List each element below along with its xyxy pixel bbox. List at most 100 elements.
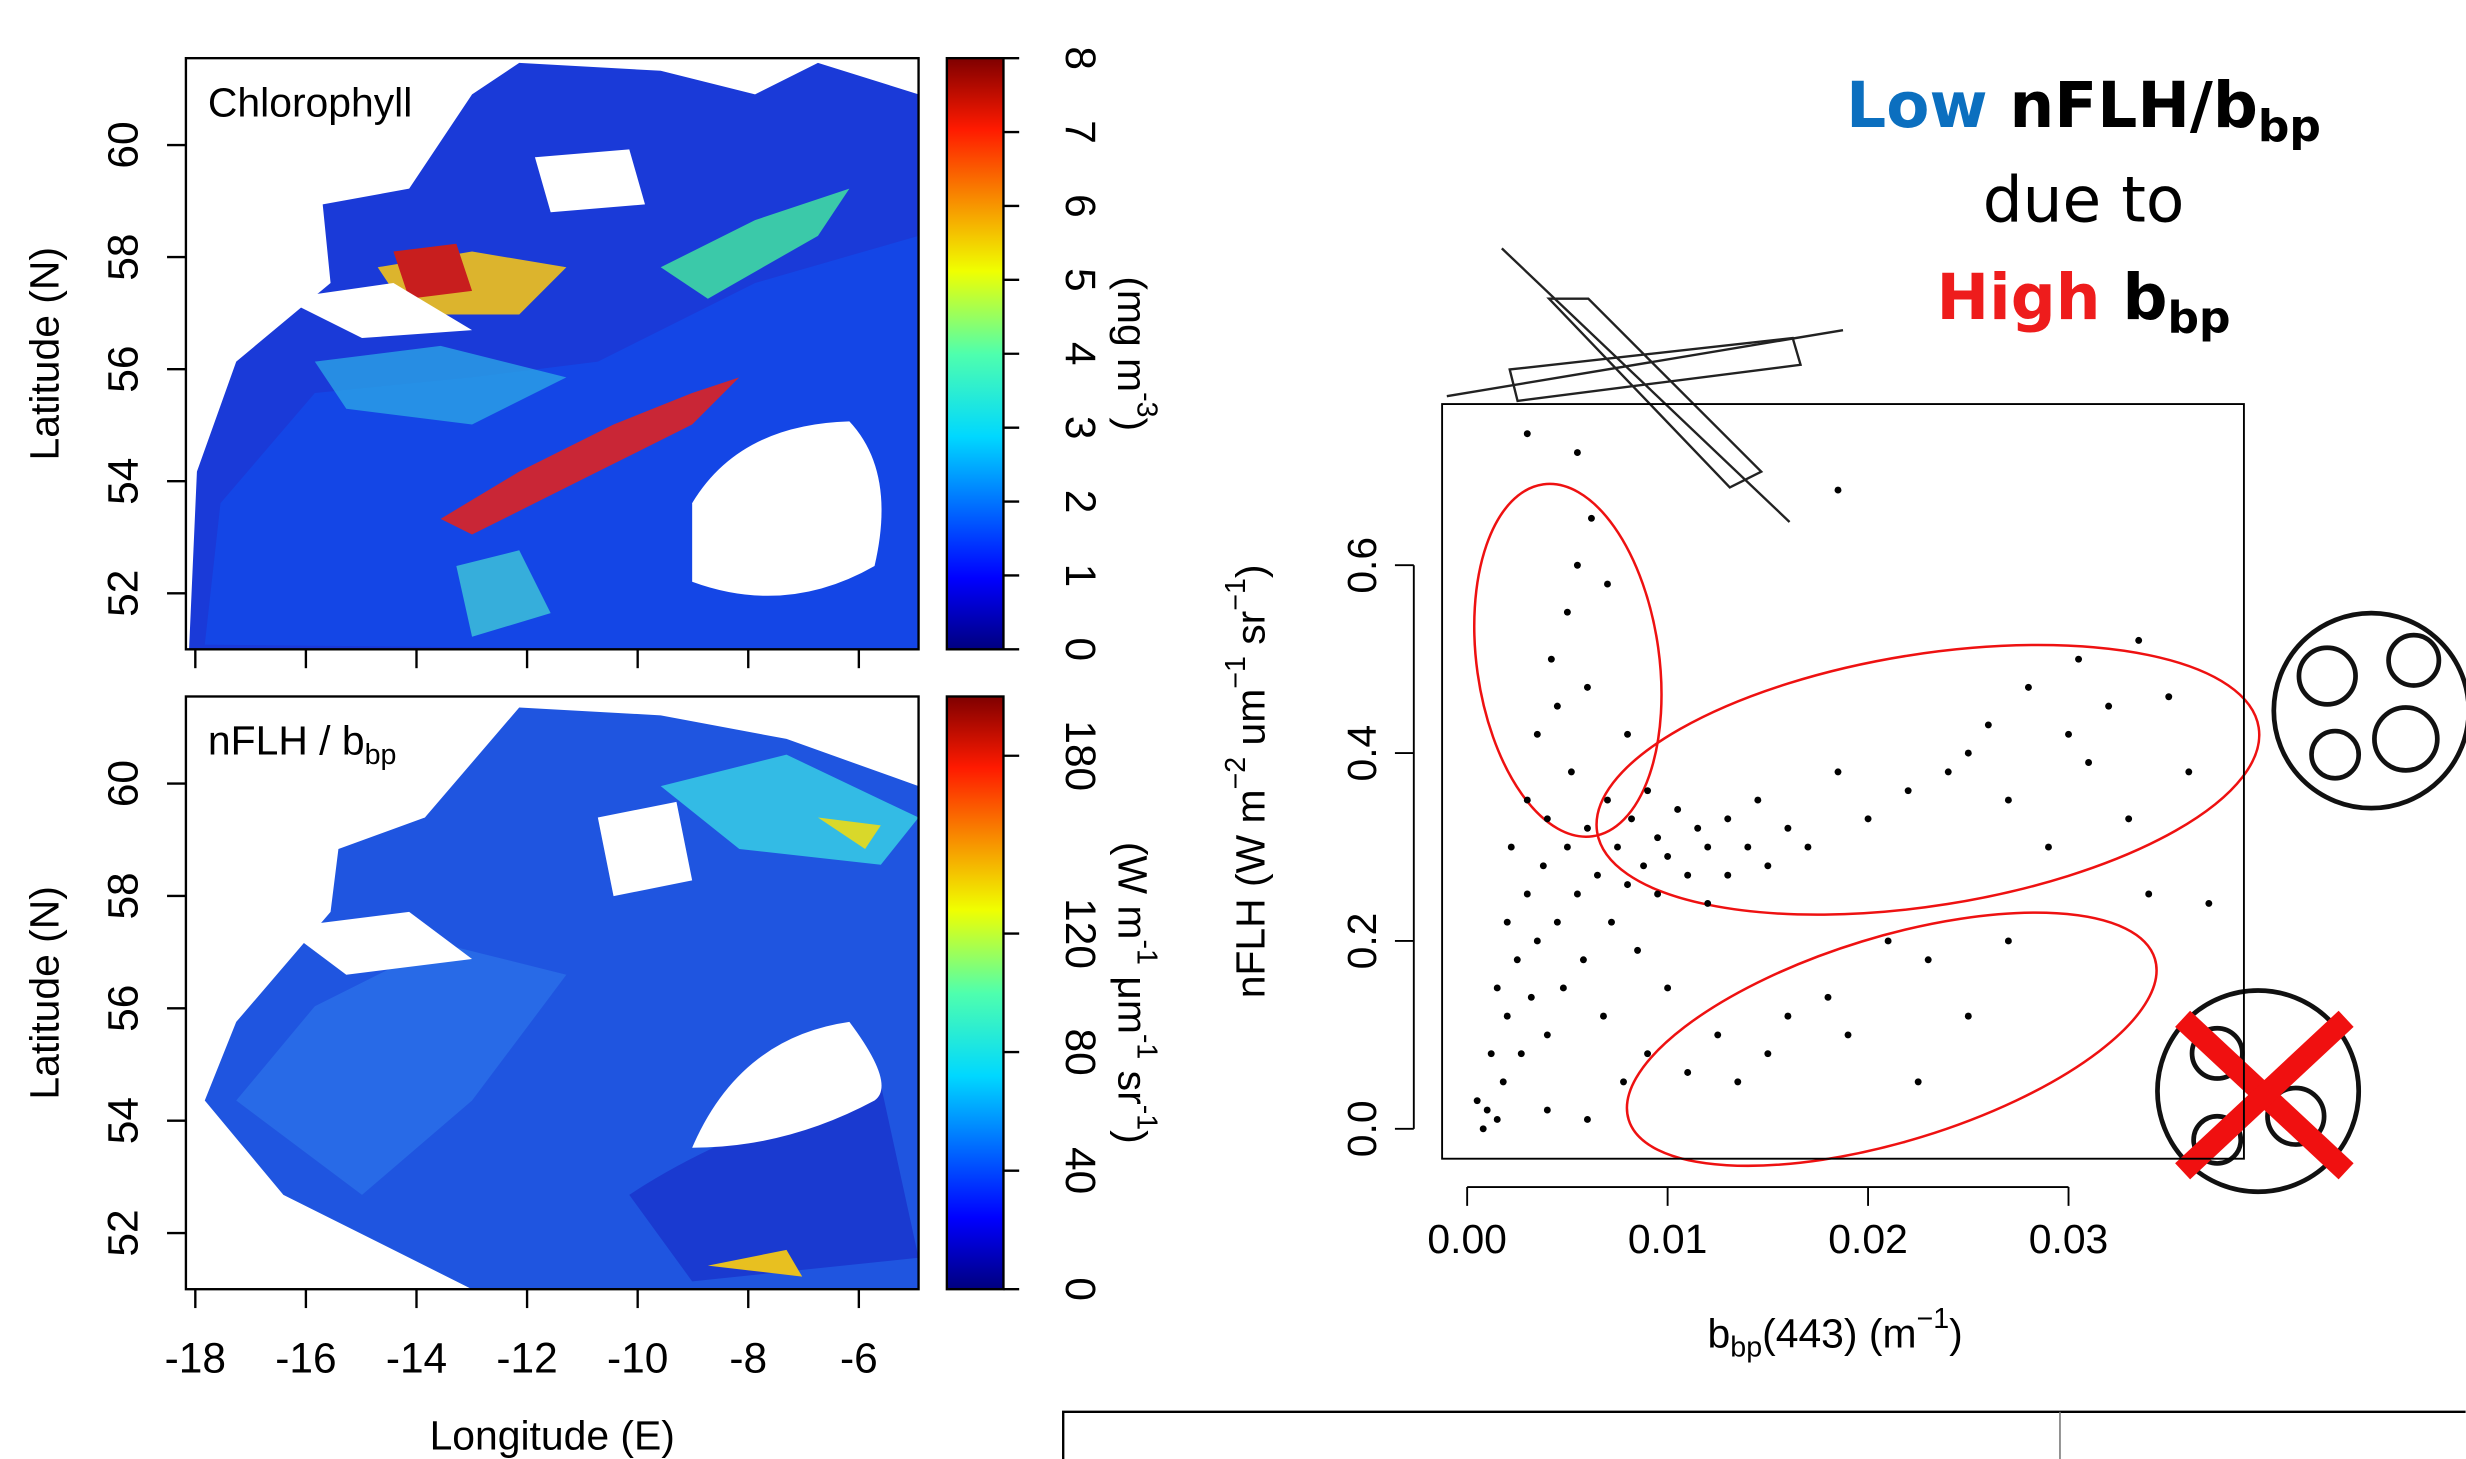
text-part: Chlorophyll	[208, 79, 412, 125]
text-part: bp	[365, 738, 397, 770]
x-axis-label: bbp(443) (m−1)	[1708, 1303, 1963, 1364]
point	[1628, 815, 1635, 823]
text-part: sr	[1109, 1059, 1155, 1104]
point	[1503, 1012, 1511, 1020]
text-part: -1	[1131, 1034, 1163, 1059]
point	[1583, 1115, 1591, 1123]
point	[1583, 824, 1591, 832]
point	[1644, 1050, 1652, 1058]
y-tick-label: 54	[99, 1097, 146, 1144]
plot-frame	[184, 695, 920, 1291]
point	[1583, 683, 1591, 691]
annotation: High bbp	[1937, 261, 2231, 344]
colorbar-tick-label: 1	[1057, 564, 1104, 588]
point	[1523, 796, 1531, 804]
point	[2165, 693, 2173, 701]
point	[1533, 937, 1541, 945]
x-tick-label: -14	[386, 1335, 447, 1382]
text-part: -1	[1131, 1105, 1163, 1130]
point	[1533, 730, 1541, 738]
point	[1614, 843, 1621, 851]
colorbar-tick-label: 8	[1057, 46, 1104, 70]
point	[1493, 1115, 1501, 1123]
point	[1784, 824, 1792, 832]
point	[1834, 486, 1842, 494]
text-part: nFLH / b	[208, 717, 365, 763]
text-part: nFLH (W m	[1227, 789, 1273, 998]
y-axis-label: nFLH (W m−2 um−1 sr−1)	[1220, 564, 1274, 998]
point	[2205, 899, 2213, 907]
colorbar	[946, 696, 1004, 1290]
text-part: b	[2123, 261, 2168, 334]
text-part: High	[1937, 261, 2101, 334]
colorbar-tick-label: 6	[1057, 194, 1104, 218]
point	[1499, 1078, 1507, 1086]
panel-title: nFLH / bbp	[208, 717, 397, 770]
point	[1664, 852, 1672, 860]
text-part: due to	[1983, 163, 2185, 236]
point	[1654, 834, 1662, 842]
map-image	[189, 696, 919, 1290]
point	[1724, 815, 1732, 823]
colorbar-tick-label: 2	[1057, 490, 1104, 514]
annotation: due to	[1983, 163, 2185, 236]
point	[1754, 796, 1762, 804]
y-tick-label: 60	[99, 760, 146, 807]
x-tick-label: 0.01	[1628, 1216, 1708, 1262]
colorbar-label: (mg m-3)	[1109, 276, 1163, 431]
diatom-sketch	[1446, 247, 1844, 523]
colorbar-tick-label: 3	[1057, 416, 1104, 440]
x-tick-label: -10	[607, 1335, 668, 1382]
point	[1483, 1106, 1491, 1114]
text-part: bp	[2258, 101, 2321, 152]
point	[1523, 890, 1531, 898]
point	[2105, 702, 2113, 710]
colorbar-tick-label: 180	[1057, 720, 1104, 791]
point	[1493, 984, 1501, 992]
panel-title: Chlorophyll	[208, 79, 412, 125]
point	[1724, 871, 1732, 879]
y-tick-label: 0.0	[1339, 1100, 1385, 1157]
y-tick-label: 58	[99, 233, 146, 280]
colorbar-label: (W m-1 μm-1 sr-1)	[1109, 842, 1163, 1144]
point	[1704, 899, 1712, 907]
point	[1864, 815, 1872, 823]
point	[1624, 881, 1631, 889]
point	[2185, 768, 2193, 776]
point	[2125, 815, 2133, 823]
point	[1644, 787, 1652, 795]
point	[1964, 749, 1972, 757]
text-part: )	[1109, 1130, 1155, 1144]
colorbar-tick-label: 5	[1057, 268, 1104, 292]
point	[1527, 993, 1535, 1001]
plot-frame	[1441, 403, 2245, 1160]
text-part: -3	[1131, 392, 1163, 417]
text-part: nFLH/b	[2010, 69, 2258, 142]
text-part: bp	[1730, 1331, 1762, 1363]
point	[1503, 918, 1511, 926]
point	[1984, 721, 1992, 729]
point	[1559, 984, 1567, 992]
ellipse	[1472, 482, 1663, 838]
x-tick-label: 0.02	[1828, 1216, 1908, 1262]
y-tick-label: 54	[99, 458, 146, 505]
y-tick-label: 0.2	[1339, 913, 1385, 970]
point	[1593, 871, 1601, 879]
point	[2085, 759, 2093, 766]
point	[1804, 843, 1812, 851]
x-tick-label: -8	[729, 1335, 767, 1382]
y-tick-label: 56	[99, 985, 146, 1032]
y-tick-label: 58	[99, 872, 146, 919]
point	[1553, 918, 1561, 926]
point	[2145, 890, 2153, 898]
point	[1543, 1106, 1551, 1114]
point	[1543, 815, 1551, 823]
x-axis-label: Longitude (E)	[430, 1412, 675, 1458]
y-tick-label: 52	[99, 570, 146, 617]
colorbar-frame	[945, 695, 1005, 1291]
point	[1744, 843, 1752, 851]
point	[1620, 1078, 1627, 1086]
plot-frame	[184, 56, 920, 651]
text-part: −2	[1220, 757, 1252, 790]
point	[1507, 843, 1515, 851]
